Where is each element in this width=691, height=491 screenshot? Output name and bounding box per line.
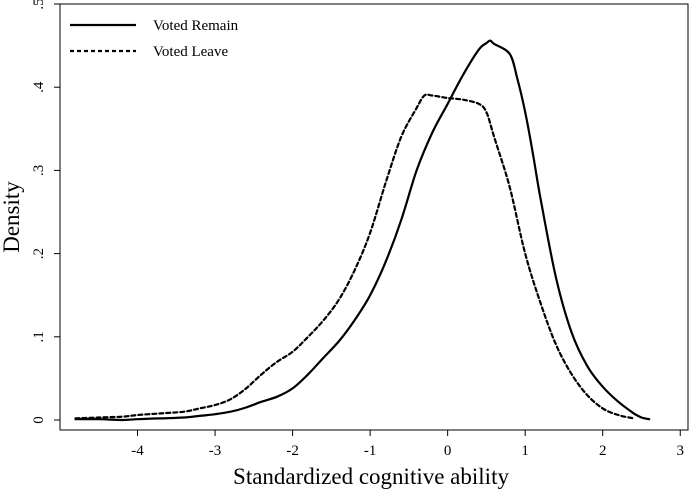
y-axis-title: Density <box>0 181 24 253</box>
x-axis-title: Standardized cognitive ability <box>233 464 509 489</box>
x-tick-label: -3 <box>209 443 222 459</box>
x-tick-label: 2 <box>599 443 607 459</box>
x-tick-label: 3 <box>676 443 684 459</box>
series-line-voted-leave <box>74 93 635 420</box>
x-tick-label: 0 <box>444 443 452 459</box>
legend-label-voted-remain: Voted Remain <box>153 18 239 34</box>
series-layer <box>74 39 651 422</box>
legend: Voted Remain Voted Leave <box>70 18 239 60</box>
axes-group: -4 -3 -2 -1 0 1 2 3 0 .1 .2 .3 .4 .5 <box>31 0 689 459</box>
x-tick-label: -2 <box>286 443 299 459</box>
plot-frame <box>59 3 689 431</box>
x-tick-label: 1 <box>521 443 529 459</box>
y-tick-label: .1 <box>31 331 47 342</box>
series-line-voted-remain <box>74 39 651 422</box>
y-tick-label: .3 <box>31 165 47 176</box>
y-tick-label: .4 <box>31 81 47 93</box>
y-tick-label: .2 <box>31 248 47 259</box>
x-tick-label: -4 <box>131 443 144 459</box>
legend-label-voted-leave: Voted Leave <box>153 44 228 60</box>
y-tick-label: 0 <box>31 416 47 424</box>
x-tick-label: -1 <box>364 443 377 459</box>
y-tick-label: .5 <box>31 0 47 10</box>
